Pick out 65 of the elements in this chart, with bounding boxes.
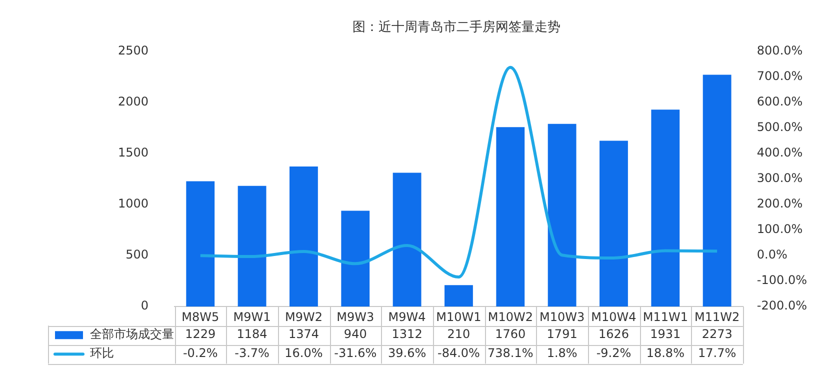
x-tick-label: M11W2	[694, 310, 740, 324]
x-tick-label: M9W3	[336, 310, 374, 324]
bar	[392, 172, 422, 307]
data-label: 2273	[702, 327, 732, 342]
y2-tick-label: -100.0%	[756, 273, 808, 288]
data-label: 39.6%	[388, 346, 426, 360]
data-label: 16.0%	[284, 346, 323, 360]
y2-tick-label: -200.0%	[756, 298, 808, 313]
bar	[548, 124, 576, 307]
y2-tick-label: 400.0%	[756, 146, 803, 160]
data-label: 1229	[185, 327, 216, 342]
data-label: 738.1%	[488, 346, 534, 360]
legend-label: 环比	[90, 346, 114, 360]
y2-tick-label: 700.0%	[756, 69, 803, 84]
data-label: 1.8%	[546, 346, 578, 360]
data-label: -9.2%	[596, 346, 632, 360]
bar	[702, 74, 732, 307]
x-tick-label: M10W2	[488, 310, 533, 324]
y-tick-label: 0	[140, 298, 149, 313]
y2-tick-label: 300.0%	[756, 171, 803, 186]
data-label: -31.6%	[334, 346, 377, 360]
y-tick-label: 2500	[118, 44, 149, 58]
x-tick-label: M9W2	[284, 310, 322, 324]
bar	[496, 127, 525, 307]
data-label: 210	[447, 327, 470, 342]
data-label: 1312	[392, 327, 422, 342]
x-tick-label: M10W4	[591, 310, 636, 324]
data-label: 17.7%	[698, 346, 736, 360]
data-label: 1931	[650, 327, 681, 342]
x-tick-label: M10W1	[436, 310, 482, 324]
bar	[238, 186, 266, 307]
data-label: 940	[344, 327, 367, 342]
data-label: 1374	[288, 327, 319, 342]
y2-tick-label: 0.0%	[756, 248, 788, 262]
data-label: 18.8%	[646, 346, 684, 360]
y-tick-label: 1000	[118, 196, 149, 211]
y2-tick-label: 800.0%	[756, 44, 803, 58]
x-tick-label: M10W3	[540, 310, 585, 324]
y2-tick-label: 600.0%	[756, 94, 803, 109]
y2-tick-label: 500.0%	[756, 120, 803, 134]
x-tick-label: M9W1	[233, 310, 271, 324]
data-label: -0.2%	[182, 346, 218, 360]
bar	[290, 166, 318, 307]
y2-tick-label: 100.0%	[756, 222, 803, 236]
legend-label: 全部市场成交量	[90, 327, 174, 342]
data-label: -84.0%	[438, 346, 480, 360]
y-tick-label: 500	[126, 248, 149, 262]
bar	[444, 285, 473, 307]
data-label: 1626	[598, 327, 630, 342]
y-tick-label: 2000	[118, 94, 149, 109]
data-label: 1791	[546, 327, 578, 342]
x-tick-label: M11W1	[642, 310, 688, 324]
data-label: 1184	[236, 327, 268, 342]
bar	[600, 140, 628, 307]
bar	[341, 210, 370, 307]
x-tick-label: M9W4	[388, 310, 426, 324]
chart-title: 图：近十周青岛市二手房网签量走势	[352, 19, 560, 36]
bar	[651, 110, 680, 307]
x-tick-label: M8W5	[182, 310, 220, 324]
line-series	[198, 66, 719, 279]
data-label: -3.7%	[234, 346, 270, 360]
data-label: 1760	[495, 327, 526, 342]
y2-tick-label: 200.0%	[756, 196, 803, 211]
bar	[186, 181, 215, 307]
y-tick-label: 1500	[118, 146, 149, 160]
